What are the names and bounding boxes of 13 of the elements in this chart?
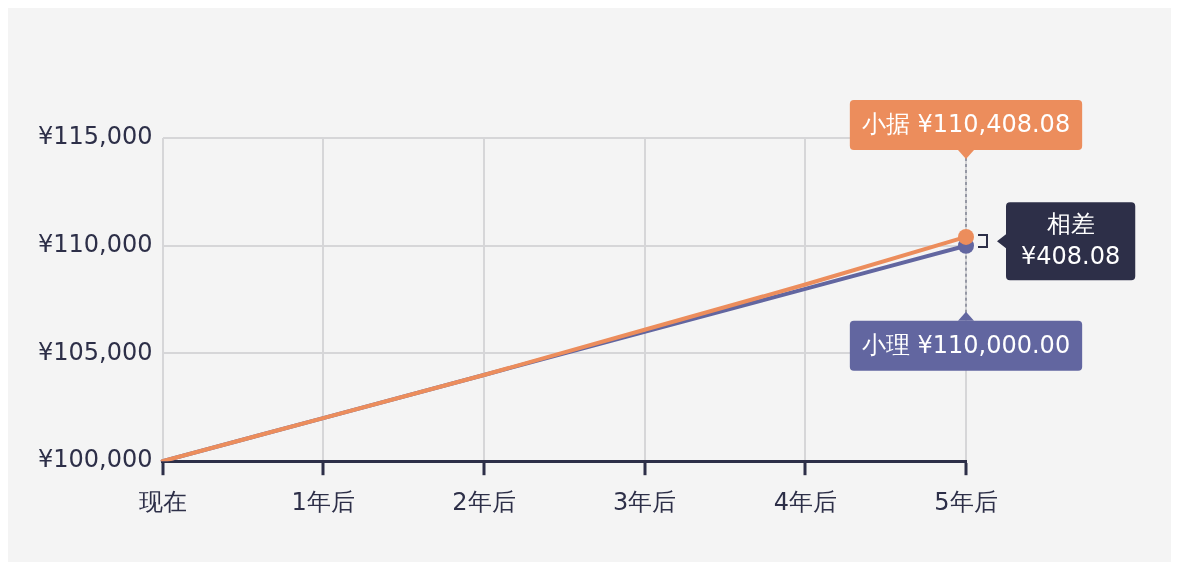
x-tick-label: 1年后 <box>291 487 355 516</box>
y-tick-label: ¥115,000 <box>38 122 153 151</box>
x-tick-label: 3年后 <box>612 487 677 516</box>
x-tick-label: 2年后 <box>452 487 516 516</box>
y-tick-label: ¥100,000 <box>38 445 153 474</box>
x-tick-label: 5年后 <box>934 487 998 516</box>
text: 小据 ¥110,408.08 <box>861 110 1071 139</box>
x-tick-label: 4年后 <box>773 487 837 516</box>
text: 小理 ¥110,000.00 <box>861 330 1071 359</box>
x-tick-label: 现在 <box>138 487 187 516</box>
y-tick-label: ¥110,000 <box>38 229 153 258</box>
text: 相差 ¥408.08 <box>1021 209 1121 270</box>
y-tick-label: ¥105,000 <box>38 337 153 366</box>
